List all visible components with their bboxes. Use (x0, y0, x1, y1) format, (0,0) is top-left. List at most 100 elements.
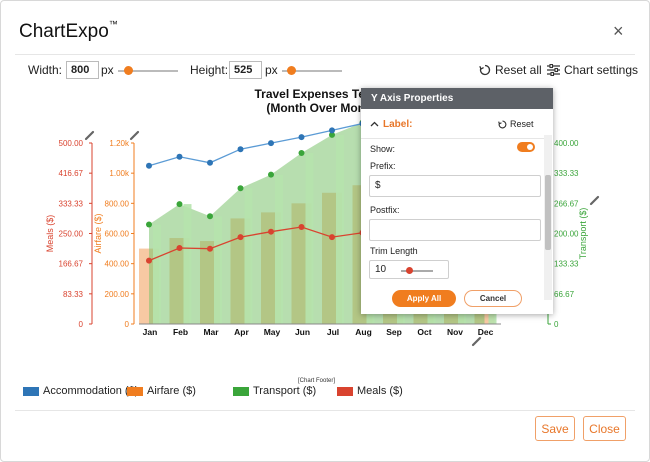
legend-label: Airfare ($) (147, 385, 196, 397)
meals-point (268, 228, 274, 235)
width-input[interactable]: 800 (66, 61, 99, 79)
chart-footer[interactable]: [Chart Footer] (298, 378, 336, 384)
airfare-tick-label: 1.20k (109, 139, 130, 148)
postfix-label: Postfix: (370, 205, 400, 215)
panel-reset-button[interactable]: Reset (498, 119, 534, 129)
reset-icon (479, 64, 491, 76)
chevron-up-icon[interactable] (370, 121, 379, 127)
transport-axis-title: Transport ($) (578, 208, 588, 260)
x-tick-label: Apr (234, 327, 249, 337)
transport-tick-label: 266.67 (554, 199, 579, 208)
y-axis-properties-panel: Y Axis Properties Label: Reset Show: Pre… (361, 88, 553, 314)
edit-pencil-icon (471, 336, 482, 347)
edit-pencil-icon (589, 195, 600, 206)
height-input[interactable]: 525 (229, 61, 262, 79)
sliders-icon (547, 64, 560, 76)
postfix-input[interactable] (369, 219, 541, 241)
transport-bar (305, 152, 314, 324)
transport-tick-label: 200.00 (554, 230, 579, 239)
show-toggle[interactable] (517, 142, 535, 152)
legend-label: Transport ($) (253, 385, 317, 397)
meals-tick-label: 166.67 (59, 260, 84, 269)
airfare-tick-label: 200.00 (105, 290, 130, 299)
transport-point (207, 213, 213, 220)
airfare-swatch (127, 386, 143, 396)
trim-length-slider-knob[interactable] (405, 267, 413, 274)
trim-length-label: Trim Length (370, 246, 418, 256)
height-unit: px (265, 63, 278, 77)
accommodation-point (298, 134, 305, 141)
prefix-input[interactable]: $ (369, 175, 541, 197)
height-slider[interactable] (282, 70, 342, 72)
accommodation-point (268, 140, 274, 147)
reset-icon (498, 120, 507, 128)
x-tick-label: Aug (355, 327, 372, 337)
airfare-tick-label: 600.00 (105, 230, 130, 239)
reset-all-label: Reset all (495, 63, 542, 77)
meals-tick-label: 0 (79, 320, 84, 329)
close-icon[interactable]: × (613, 21, 624, 41)
width-slider-knob[interactable] (124, 66, 133, 75)
meals-point (176, 244, 183, 251)
panel-scroll-thumb[interactable] (545, 175, 551, 250)
airfare-tick-label: 400.00 (105, 260, 130, 269)
trim-length-input[interactable]: 10 (369, 260, 449, 279)
transport-tick-label: 400.00 (554, 139, 579, 148)
section-label[interactable]: Label: (383, 119, 413, 130)
transport-point (329, 131, 335, 138)
legend-item-transport[interactable]: Transport ($) (233, 385, 316, 397)
legend-item-airfare[interactable]: Airfare ($) (127, 385, 196, 397)
chart-subtitle: (Month Over Mon (266, 101, 365, 115)
legend-item-meals[interactable]: Meals ($) (337, 385, 403, 397)
save-button[interactable]: Save (535, 416, 575, 441)
panel-scrollbar[interactable] (544, 135, 552, 300)
trim-length-slider[interactable] (401, 270, 433, 272)
accommodation-point (329, 127, 335, 134)
transport-bar (183, 204, 192, 324)
cancel-button[interactable]: Cancel (464, 290, 522, 307)
airfare-tick-label: 1.00k (109, 169, 130, 178)
meals-point (329, 234, 335, 241)
prefix-label: Prefix: (370, 161, 396, 171)
meals-tick-label: 83.33 (63, 290, 84, 299)
airfare-axis-title: Airfare ($) (93, 213, 103, 253)
meals-tick-label: 500.00 (59, 139, 84, 148)
transport-point (237, 185, 244, 192)
height-slider-knob[interactable] (287, 66, 296, 75)
transport-tick-label: 133.33 (554, 260, 579, 269)
edit-pencil-icon (129, 130, 140, 141)
close-button[interactable]: Close (583, 416, 626, 441)
chart-settings-button[interactable]: Chart settings (547, 63, 638, 77)
width-slider[interactable] (118, 70, 178, 72)
meals-point (146, 257, 152, 264)
transport-tick-label: 66.67 (554, 290, 575, 299)
x-tick-label: Feb (173, 327, 188, 337)
chart-settings-label: Chart settings (564, 63, 639, 77)
x-tick-label: Nov (447, 327, 463, 337)
trim-length-value: 10 (375, 264, 387, 275)
x-tick-label: Mar (203, 327, 219, 337)
meals-tick-label: 333.33 (59, 199, 84, 208)
meals-swatch (337, 386, 353, 396)
x-tick-label: Jan (143, 327, 158, 337)
app-brand: ChartExpo™ (19, 19, 118, 42)
header-divider (15, 54, 635, 55)
transport-point (268, 171, 274, 178)
reset-all-button[interactable]: Reset all (479, 63, 542, 77)
x-tick-label: Oct (417, 327, 431, 337)
transport-point (146, 221, 152, 228)
accommodation-point (237, 146, 244, 153)
x-tick-label: Sep (386, 327, 402, 337)
apply-all-button[interactable]: Apply All (392, 290, 456, 307)
panel-title: Y Axis Properties (361, 88, 553, 109)
x-tick-label: Jul (327, 327, 339, 337)
panel-reset-label: Reset (510, 119, 534, 129)
legend-item-accommodation[interactable]: Accommodation ($) (23, 385, 138, 397)
transport-point (298, 149, 305, 156)
transport-tick-label: 0 (554, 320, 559, 329)
meals-point (207, 245, 213, 252)
transport-bar (214, 216, 222, 324)
transport-swatch (233, 386, 249, 396)
accommodation-point (207, 159, 213, 166)
